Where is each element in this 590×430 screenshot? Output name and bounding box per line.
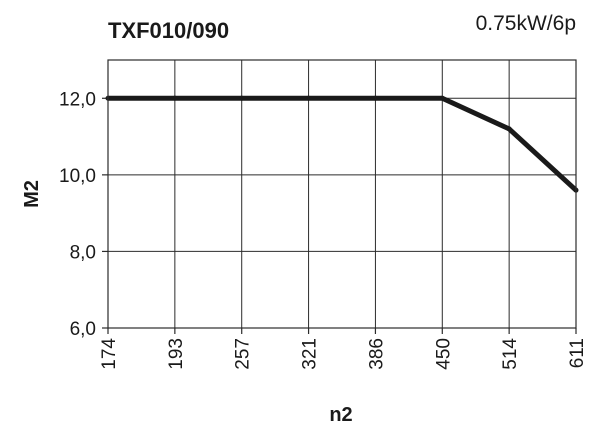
- x-tick-label: 450: [433, 338, 454, 370]
- data-point: [439, 95, 445, 101]
- x-tick-label: 193: [166, 338, 187, 370]
- y-tick-label: 8,0: [70, 242, 96, 263]
- x-tick-label: 514: [500, 338, 521, 370]
- x-tick-label: 257: [233, 338, 254, 370]
- y-tick-label: 10,0: [59, 166, 96, 187]
- series-line: [108, 95, 578, 193]
- y-axis-label: M2: [21, 180, 43, 208]
- data-point: [506, 126, 512, 132]
- data-point: [172, 95, 178, 101]
- data-point: [372, 95, 378, 101]
- y-tick-label: 6,0: [70, 319, 96, 340]
- x-tick-label: 321: [300, 338, 321, 370]
- x-tick-label: 174: [99, 338, 120, 370]
- x-axis-label: n2: [329, 404, 352, 426]
- data-point: [306, 95, 312, 101]
- chart-subtitle: 0.75kW/6p: [476, 12, 576, 35]
- chart-title: TXF010/090: [108, 18, 229, 43]
- data-point: [239, 95, 245, 101]
- x-tick-label: 611: [567, 338, 588, 368]
- series-layer: [105, 95, 579, 193]
- y-tick-label: 12,0: [59, 89, 96, 110]
- x-tick-label: 386: [366, 338, 387, 370]
- ticks: 174 193 257 321 386 450 514 611 6,0 8,0 10,0 12,0: [59, 89, 588, 369]
- plot-frame: [107, 59, 577, 329]
